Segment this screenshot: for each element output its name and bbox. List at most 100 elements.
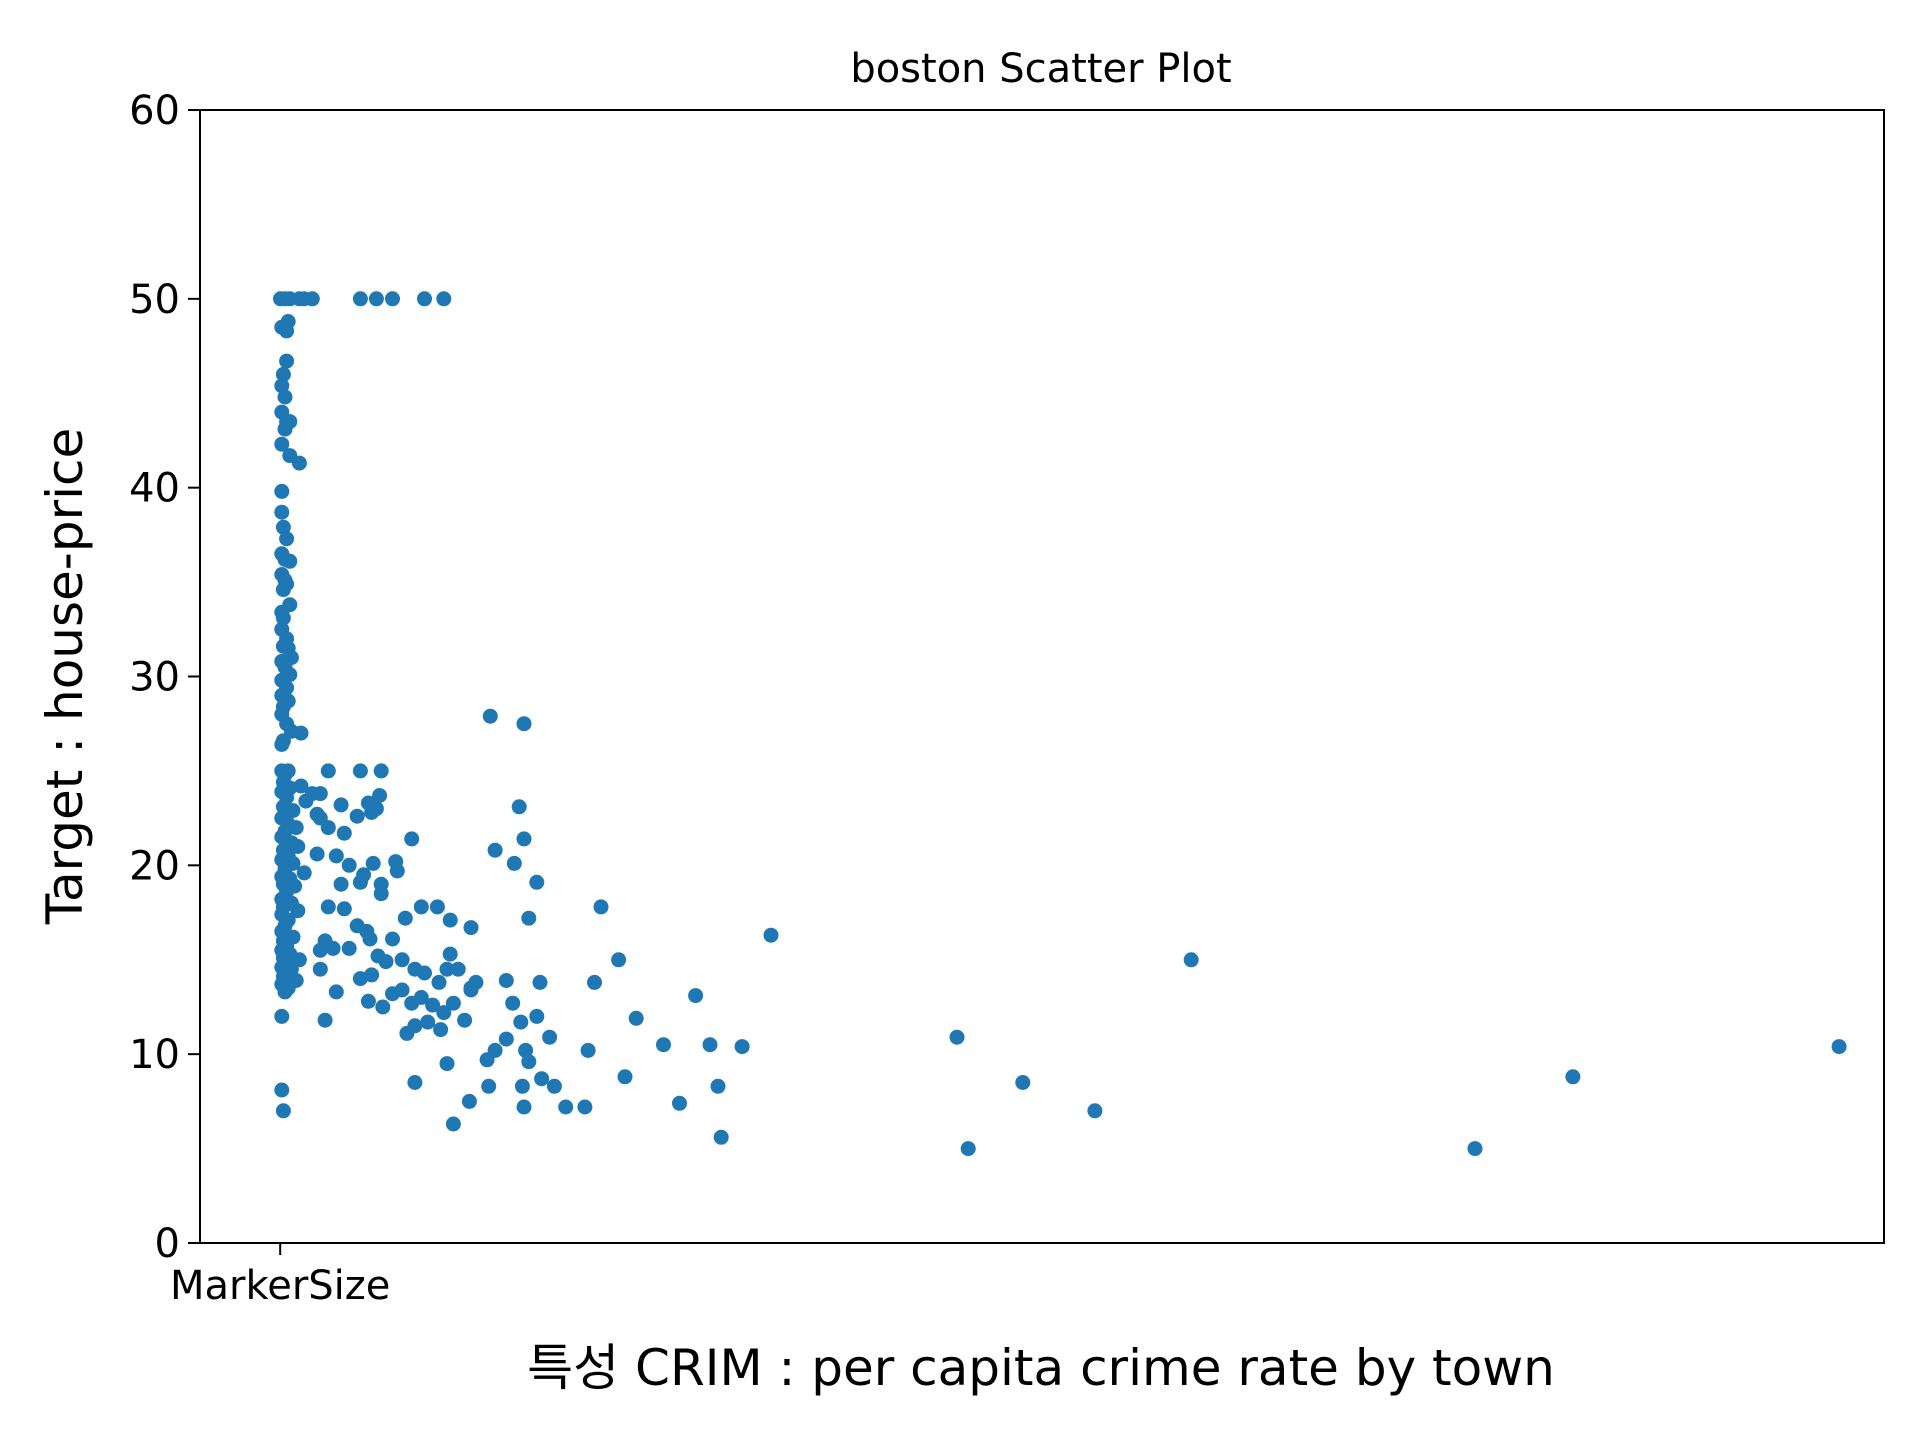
scatter-point — [312, 942, 328, 958]
scatter-point — [529, 1008, 545, 1024]
scatter-point — [328, 984, 344, 1000]
scatter-point — [293, 725, 309, 741]
scatter-point — [672, 1095, 687, 1111]
scatter-point — [487, 1042, 503, 1058]
scatter-point — [312, 961, 328, 977]
scatter-point — [482, 708, 498, 724]
scatter-point — [274, 483, 290, 499]
scatter-point — [320, 820, 336, 836]
scatter-point — [1831, 1039, 1847, 1055]
scatter-point — [439, 961, 455, 977]
scatter-point — [375, 999, 391, 1015]
scatter-point — [1467, 1141, 1483, 1157]
scatter-point — [558, 1099, 574, 1115]
scatter-point — [317, 1012, 333, 1028]
scatter-point — [362, 931, 378, 947]
scatter-point — [529, 874, 545, 890]
scatter-point — [505, 995, 521, 1011]
scatter-point — [513, 1014, 529, 1030]
scatter-point — [580, 1042, 596, 1058]
scatter-point — [1183, 952, 1199, 968]
scatter-point — [373, 886, 389, 902]
scatter-point — [385, 931, 400, 947]
scatter-point — [372, 788, 388, 803]
scatter-point — [413, 990, 429, 1005]
scatter-point — [274, 378, 290, 394]
scatter-point — [290, 839, 306, 854]
scatter-point — [518, 1042, 534, 1058]
scatter-point — [364, 967, 380, 983]
scatter-point — [291, 455, 307, 471]
y-tick-label: 10 — [129, 1032, 180, 1078]
scatter-point — [274, 737, 290, 752]
scatter-point — [461, 1093, 477, 1109]
scatter-point — [445, 995, 461, 1011]
scatter-point — [404, 831, 420, 847]
scatter-point — [352, 763, 368, 779]
scatter-point — [333, 797, 349, 813]
scatter-point — [713, 1129, 729, 1145]
scatter-point — [320, 763, 336, 779]
scatter-point — [481, 1078, 497, 1094]
scatter-point — [378, 954, 394, 970]
scatter-point — [710, 1078, 726, 1094]
scatter-point — [506, 855, 522, 871]
scatter-point — [433, 1022, 449, 1038]
scatter-point — [577, 1099, 593, 1115]
scatter-point — [275, 366, 291, 382]
scatter-point — [385, 291, 400, 307]
x-tick-label: MarkerSize — [170, 1263, 390, 1309]
scatter-point — [397, 910, 413, 926]
scatter-point — [274, 504, 290, 520]
scatter-point — [293, 778, 309, 794]
scatter-point — [282, 553, 298, 569]
scatter-point — [341, 940, 357, 956]
scatter-point — [420, 1014, 436, 1030]
scatter-point — [516, 716, 532, 732]
scatter-point — [333, 876, 349, 892]
scatter-point — [463, 920, 479, 936]
x-axis-label: 특성 CRIM : per capita crime rate by town — [527, 1339, 1555, 1397]
scatter-point — [734, 1039, 750, 1055]
scatter-point — [394, 982, 410, 998]
scatter-point — [365, 855, 381, 871]
scatter-point — [450, 961, 466, 977]
scatter-point — [436, 1005, 452, 1021]
scatter-point — [320, 899, 336, 915]
scatter-point — [279, 576, 295, 592]
scatter-point — [328, 848, 344, 864]
scatter-point — [463, 982, 479, 998]
scatter-point — [1087, 1103, 1103, 1119]
scatter-point — [336, 825, 352, 841]
scatter-point — [628, 1010, 644, 1026]
scatter-point — [532, 974, 548, 990]
scatter-point — [360, 993, 376, 1009]
scatter-point — [445, 1116, 461, 1132]
scatter-point — [280, 314, 296, 329]
chart-title: boston Scatter Plot — [850, 46, 1231, 92]
scatter-point — [277, 389, 293, 405]
scatter-point — [394, 952, 410, 968]
scatter-point — [277, 984, 293, 1000]
scatter-point — [309, 846, 325, 862]
scatter-point — [949, 1029, 965, 1045]
scatter-point — [364, 805, 380, 820]
scatter-point — [399, 1025, 415, 1041]
scatter-point — [516, 1099, 532, 1115]
scatter-point — [436, 291, 452, 307]
x-axis: MarkerSize — [170, 1243, 390, 1309]
scatter-point — [407, 1075, 423, 1090]
scatter-point — [290, 903, 306, 919]
points-layer — [273, 291, 1847, 1157]
scatter-point — [429, 899, 445, 915]
scatter-point — [373, 763, 389, 779]
y-tick-label: 50 — [129, 277, 180, 323]
scatter-point — [349, 808, 365, 824]
scatter-point — [274, 1008, 290, 1024]
scatter-point — [457, 1012, 473, 1028]
scatter-point — [542, 1029, 558, 1045]
scatter-point — [498, 1031, 514, 1047]
scatter-point — [514, 1078, 530, 1094]
scatter-point — [1565, 1069, 1581, 1085]
